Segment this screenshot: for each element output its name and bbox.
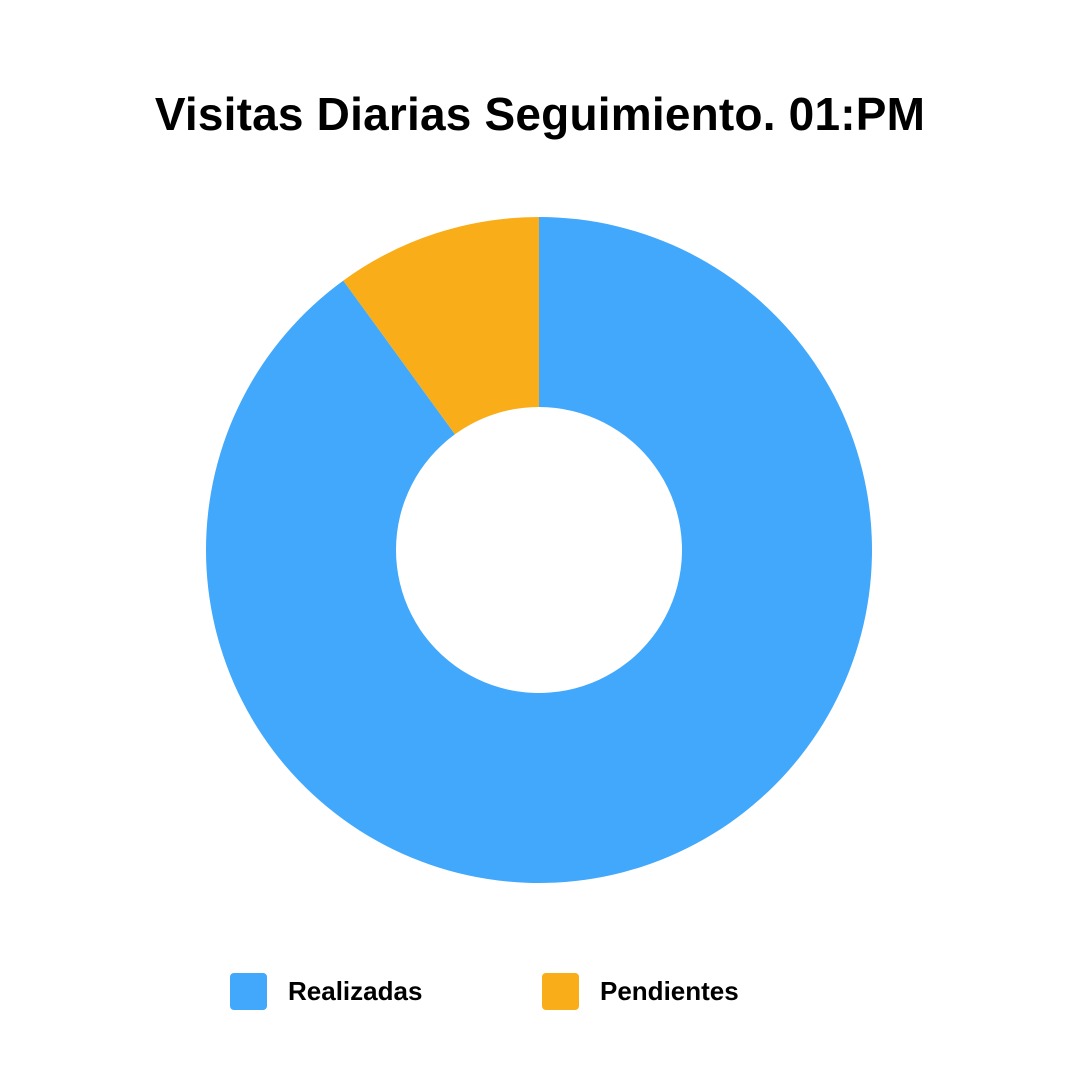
legend-item-realizadas[interactable]: Realizadas [230,972,422,1010]
legend-label-realizadas: Realizadas [288,975,423,1006]
slice-pendientes[interactable] [343,217,539,435]
donut-slices [206,217,872,883]
legend-item-pendientes[interactable]: Pendientes [542,972,739,1010]
legend-swatch-realizadas [230,972,267,1010]
legend-swatch-pendientes [542,972,579,1010]
chart-title: Visitas Diarias Seguimiento. 01:PM [154,88,926,140]
legend-label-pendientes: Pendientes [600,975,739,1006]
chart-legend: Realizadas Pendientes [0,972,1080,1012]
slice-realizadas[interactable] [206,217,872,883]
